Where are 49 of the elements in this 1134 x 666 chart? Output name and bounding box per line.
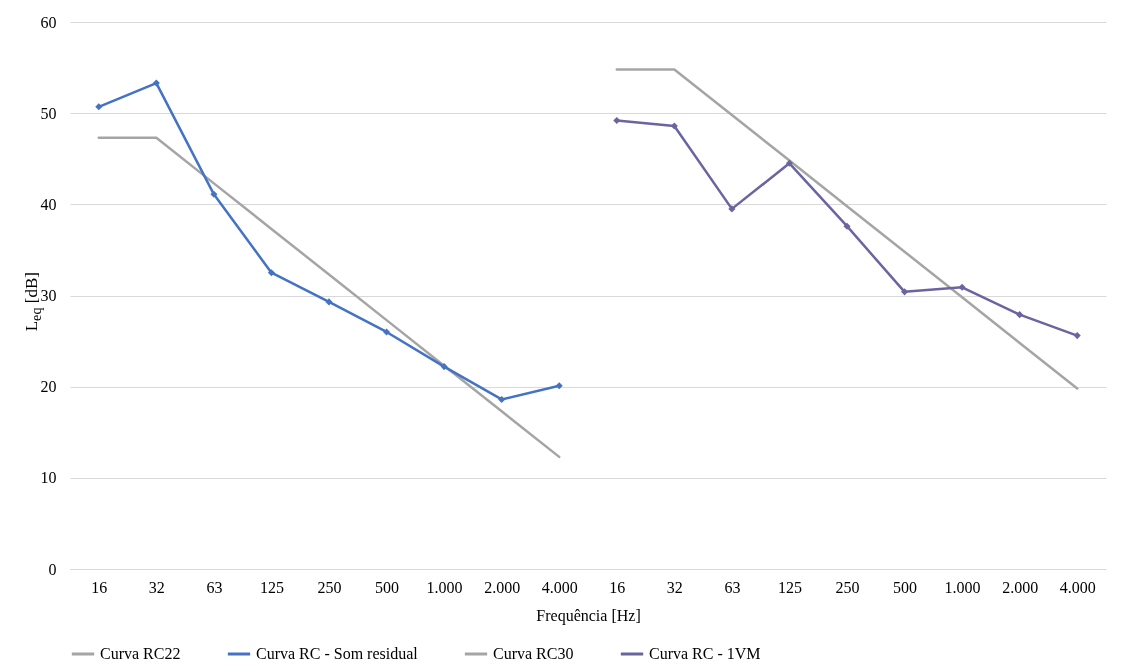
y-tick-label: 0: [48, 560, 57, 578]
point: [785, 159, 793, 167]
point: [843, 222, 851, 230]
y-tick-label: 60: [40, 13, 57, 31]
x-tick-label: 63: [724, 578, 741, 596]
legend-label: Curva RC - Som residual: [256, 645, 419, 662]
x-tick-label: 125: [777, 578, 802, 596]
x-tick-label: 63: [206, 578, 223, 596]
x-tick-label: 1.000: [944, 578, 981, 596]
x-tick-label: 500: [375, 578, 400, 596]
x-tick-label: 16: [91, 578, 108, 596]
x-tick-label: 250: [835, 578, 860, 596]
x-tick-label: 32: [666, 578, 683, 596]
point: [152, 79, 160, 87]
x-tick-label: 4.000: [1059, 578, 1096, 596]
x-tick-label: 2.000: [484, 578, 521, 596]
x-tick-label: 500: [893, 578, 918, 596]
y-tick-label: 30: [40, 287, 57, 304]
y-tick-label: 40: [40, 195, 57, 213]
point: [498, 395, 506, 403]
point: [958, 283, 966, 291]
point: [613, 116, 621, 124]
point: [1073, 332, 1081, 340]
legend-label: Curva RC22: [100, 645, 181, 662]
point: [728, 205, 736, 213]
legend-label: Curva RC30: [493, 645, 574, 662]
line-series: [615, 68, 1079, 390]
point: [210, 190, 218, 198]
x-tick-label: 250: [317, 578, 342, 596]
x-tick-label: 2.000: [1002, 578, 1039, 596]
point: [267, 269, 275, 277]
x-tick-label: 4.000: [541, 578, 578, 596]
x-tick-label: 125: [259, 578, 284, 596]
legend-label: Curva RC - 1VM: [649, 645, 761, 662]
x-axis-title: Frequência [Hz]: [536, 606, 641, 625]
point: [901, 288, 909, 296]
point: [440, 363, 448, 371]
point: [325, 298, 333, 306]
line-series: [97, 136, 561, 459]
y-tick-label: 20: [40, 378, 57, 396]
point: [95, 103, 103, 111]
point: [555, 382, 563, 390]
x-tick-label: 32: [148, 578, 165, 596]
point: [383, 328, 391, 336]
y-tick-label: 10: [40, 469, 57, 487]
x-tick-label: 16: [609, 578, 626, 596]
point: [1016, 311, 1024, 319]
y-tick-label: 50: [40, 104, 57, 122]
x-tick-label: 1.000: [426, 578, 463, 596]
